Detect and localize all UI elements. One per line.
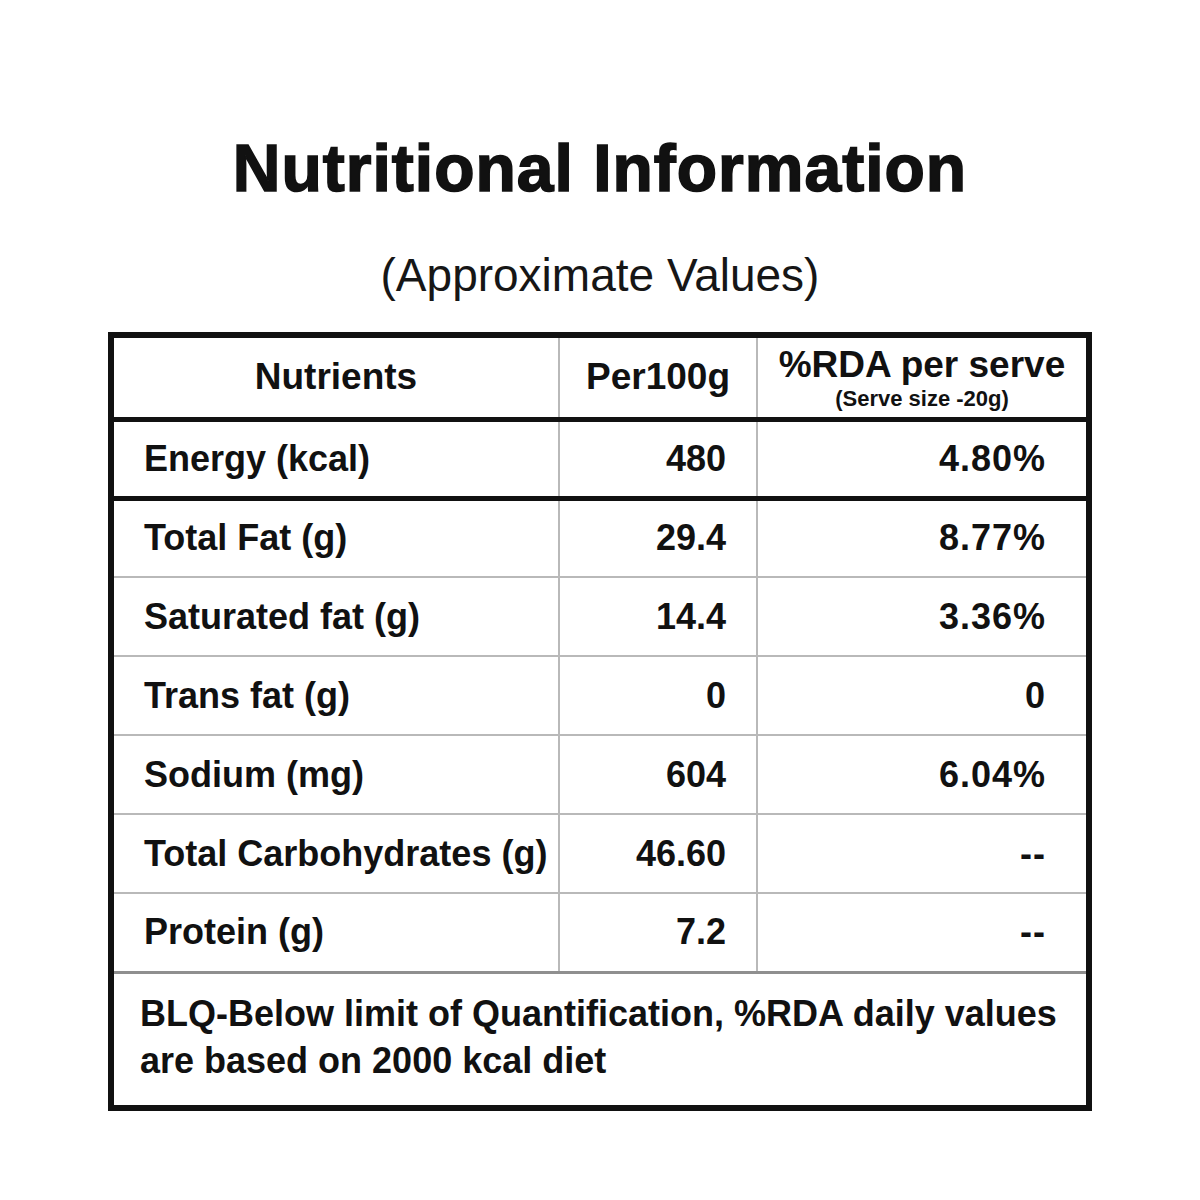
table-row-total-carbohydrates: Total Carbohydrates (g) 46.60 --	[111, 814, 1089, 893]
table-row-saturated-fat: Saturated fat (g) 14.4 3.36%	[111, 577, 1089, 656]
column-header-per100g: Per100g	[559, 335, 757, 419]
nutrient-cell: Total Carbohydrates (g)	[111, 814, 559, 893]
rda-header-label: %RDA per serve	[758, 344, 1086, 386]
nutrient-cell: Protein (g)	[111, 893, 559, 972]
table-row-sodium: Sodium (mg) 604 6.04%	[111, 735, 1089, 814]
table-row-energy: Energy (kcal) 480 4.80%	[111, 419, 1089, 498]
nutrient-cell: Sodium (mg)	[111, 735, 559, 814]
nutrient-cell: Energy (kcal)	[111, 419, 559, 498]
nutrient-cell: Trans fat (g)	[111, 656, 559, 735]
table-row-total-fat: Total Fat (g) 29.4 8.77%	[111, 498, 1089, 577]
nutrient-cell: Total Fat (g)	[111, 498, 559, 577]
per100g-cell: 7.2	[559, 893, 757, 972]
serve-size-note: (Serve size -20g)	[758, 388, 1086, 410]
nutrition-table: Nutrients Per100g %RDA per serve (Serve …	[108, 332, 1092, 1111]
per100g-cell: 46.60	[559, 814, 757, 893]
table-row-protein: Protein (g) 7.2 --	[111, 893, 1089, 972]
per100g-cell: 604	[559, 735, 757, 814]
rda-cell: 8.77%	[757, 498, 1089, 577]
rda-cell: --	[757, 814, 1089, 893]
column-header-rda-per-serve: %RDA per serve (Serve size -20g)	[757, 335, 1089, 419]
page-title: Nutritional Information	[0, 130, 1200, 206]
table-header: Nutrients Per100g %RDA per serve (Serve …	[111, 335, 1089, 419]
footnote: BLQ-Below limit of Quantification, %RDA …	[111, 972, 1089, 1108]
table-footer: BLQ-Below limit of Quantification, %RDA …	[111, 972, 1089, 1108]
per100g-cell: 14.4	[559, 577, 757, 656]
table-body: Energy (kcal) 480 4.80% Total Fat (g) 29…	[111, 419, 1089, 972]
column-header-nutrients: Nutrients	[111, 335, 559, 419]
per100g-cell: 0	[559, 656, 757, 735]
rda-cell: 3.36%	[757, 577, 1089, 656]
subtitle: (Approximate Values)	[0, 248, 1200, 302]
header-row: Nutrients Per100g %RDA per serve (Serve …	[111, 335, 1089, 419]
rda-cell: 6.04%	[757, 735, 1089, 814]
table-row-trans-fat: Trans fat (g) 0 0	[111, 656, 1089, 735]
per100g-cell: 29.4	[559, 498, 757, 577]
rda-cell: 0	[757, 656, 1089, 735]
nutrition-label-page: Nutritional Information (Approximate Val…	[0, 0, 1200, 1200]
nutrient-cell: Saturated fat (g)	[111, 577, 559, 656]
footnote-row: BLQ-Below limit of Quantification, %RDA …	[111, 972, 1089, 1108]
per100g-cell: 480	[559, 419, 757, 498]
rda-cell: --	[757, 893, 1089, 972]
rda-cell: 4.80%	[757, 419, 1089, 498]
